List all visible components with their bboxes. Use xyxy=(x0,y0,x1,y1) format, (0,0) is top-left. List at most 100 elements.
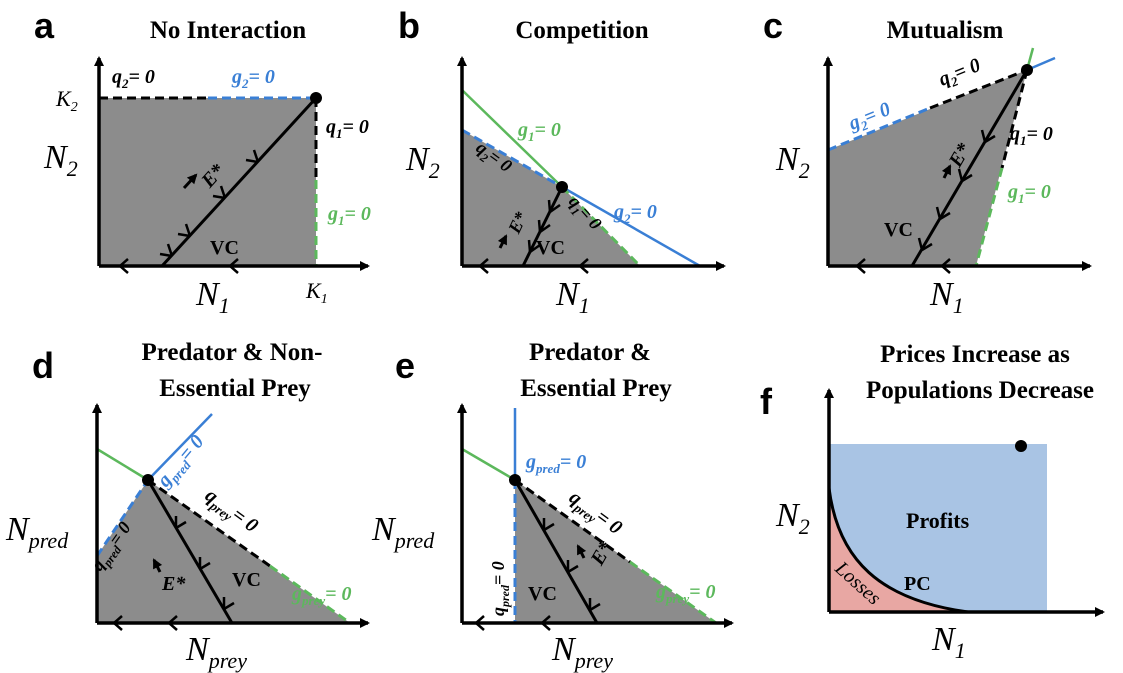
trajectory-b xyxy=(521,186,564,267)
x-axis-label-a: N1 xyxy=(195,276,230,318)
q2-label-c: q2= 0 xyxy=(936,54,985,93)
vc-label-c: VC xyxy=(884,219,913,241)
y-axis-label-e: Npred xyxy=(371,511,435,553)
g-prey-label-d: gprey= 0 xyxy=(291,583,352,608)
chevron-a2 xyxy=(212,185,227,200)
panel-label-e: e xyxy=(395,345,415,386)
equilibrium-point-e xyxy=(509,474,521,486)
chevron-d1 xyxy=(174,516,187,530)
vc-label-d: VC xyxy=(232,569,261,591)
q-pred-nullcline-d xyxy=(95,479,150,557)
panel-a: a No Interaction q2= 0 g2= 0 q1= 0 g1= 0… xyxy=(34,5,371,318)
vc-label-e: VC xyxy=(528,583,557,605)
y-axis-label-b: N2 xyxy=(405,141,440,183)
g2-label-b: g2= 0 xyxy=(613,201,657,226)
q1-nullcline-b xyxy=(560,185,642,268)
chevron-b2 xyxy=(537,219,551,234)
panel-title-f-line1: Prices Increase as xyxy=(880,341,1070,368)
viable-region-d xyxy=(97,480,350,623)
panel-label-b: b xyxy=(398,5,420,46)
equilibrium-point-d xyxy=(142,474,154,486)
panel-title-c: Mutualism xyxy=(887,17,1004,44)
g1-label-b: g1= 0 xyxy=(517,119,561,144)
vc-label-a: VC xyxy=(210,237,239,259)
arrow-icon xyxy=(576,544,587,559)
equilibrium-point-a xyxy=(310,92,322,104)
x-axis-label-b: N1 xyxy=(555,276,590,318)
chevron-c1 xyxy=(980,129,996,144)
panel-title-d-line2: Essential Prey xyxy=(159,375,311,402)
x-axis-label-e: Nprey xyxy=(551,631,613,673)
chevron-d3 xyxy=(222,597,235,611)
trajectory-e xyxy=(513,479,599,624)
x-axis-label-c: N1 xyxy=(929,276,964,318)
panel-label-a: a xyxy=(34,5,55,46)
panel-title-d-line1: Predator & Non- xyxy=(142,339,323,366)
arrow-icon xyxy=(497,234,508,249)
q1-label-a: q1= 0 xyxy=(326,116,369,141)
viable-region-c xyxy=(828,70,1027,266)
chevron-a1 xyxy=(245,149,260,164)
x-axis-label-f: N1 xyxy=(931,621,966,663)
q-prey-nullcline-d xyxy=(147,478,271,568)
arrow-icon xyxy=(182,173,198,190)
q1-label-c: q1= 0 xyxy=(1010,123,1053,148)
losses-region-f xyxy=(829,488,968,612)
g-pred-label-e: gpred= 0 xyxy=(525,451,586,476)
k1-label-a: K1 xyxy=(305,278,328,307)
panel-title-e-line2: Essential Prey xyxy=(520,375,672,402)
viable-region-a xyxy=(99,98,316,266)
q2-label-a: q2= 0 xyxy=(112,66,155,91)
equilibrium-point-b xyxy=(556,181,568,193)
panel-label-d: d xyxy=(32,345,54,386)
y-axis-label-c: N2 xyxy=(775,141,810,183)
price-curve-f xyxy=(827,487,969,614)
g-pred-nullcline-d xyxy=(147,413,213,481)
panel-f: f Prices Increase as Populations Decreas… xyxy=(760,341,1105,663)
chevron-c4 xyxy=(917,237,933,252)
equilibrium-point-c xyxy=(1021,64,1033,76)
g1-nullcline-c xyxy=(974,167,1004,267)
y-axis-label-a: N2 xyxy=(43,139,78,181)
panel-label-c: c xyxy=(763,5,783,46)
arrow-icon xyxy=(152,558,163,573)
panel-c: c Mutualism g2= 0 q2= 0 q1= 0 g1= 0 N2 N… xyxy=(763,5,1092,318)
chevron-c2 xyxy=(957,168,973,183)
g-prey-ext-d xyxy=(96,447,149,482)
chevron-e1 xyxy=(542,518,555,532)
chevron-b1 xyxy=(547,199,561,214)
e-star-label-d: E* xyxy=(161,573,186,595)
q-pred-label-e: qpred= 0 xyxy=(488,561,512,616)
vc-label-b: VC xyxy=(536,237,565,259)
panel-title-e-line1: Predator & xyxy=(529,339,651,366)
g2-label-a: g2= 0 xyxy=(231,66,275,91)
y-axis-label-f: N2 xyxy=(775,497,810,539)
g-prey-ext-e xyxy=(461,447,516,482)
chevron-a3 xyxy=(177,223,192,238)
chevron-a4 xyxy=(159,243,174,258)
chevron-d2 xyxy=(198,557,211,571)
g2-nullcline-c xyxy=(827,106,931,152)
q1-nullcline-c xyxy=(1000,69,1029,169)
g-prey-label-e: gprey= 0 xyxy=(655,581,716,606)
panel-d: d Predator & Non- Essential Prey gpred= … xyxy=(5,339,370,673)
g1-label-c: g1= 0 xyxy=(1007,181,1051,206)
g-prey-nullcline-e xyxy=(629,560,717,625)
g1-label-a: g1= 0 xyxy=(327,203,371,228)
trajectory-d xyxy=(146,479,234,624)
g2-nullcline-b xyxy=(561,185,701,268)
viable-region-b xyxy=(462,130,640,266)
g-pred-label-d: gpred= 0 xyxy=(152,431,211,494)
profits-label-f: Profits xyxy=(906,508,970,533)
panel-title-f-line2: Populations Decrease xyxy=(866,377,1094,404)
y-axis-label-d: Npred xyxy=(5,511,69,553)
x-axis-label-d: Nprey xyxy=(185,631,247,673)
q2-nullcline-c xyxy=(929,68,1028,110)
g-prey-nullcline-d xyxy=(269,564,351,625)
k2-label-a: K2 xyxy=(55,86,78,115)
panel-label-f: f xyxy=(760,381,773,422)
q-prey-nullcline-e xyxy=(514,478,631,564)
trajectory-a xyxy=(160,96,318,268)
panel-b: b Competition g1= 0 g2= 0 q2= 0 q1= 0 N2… xyxy=(398,5,726,318)
